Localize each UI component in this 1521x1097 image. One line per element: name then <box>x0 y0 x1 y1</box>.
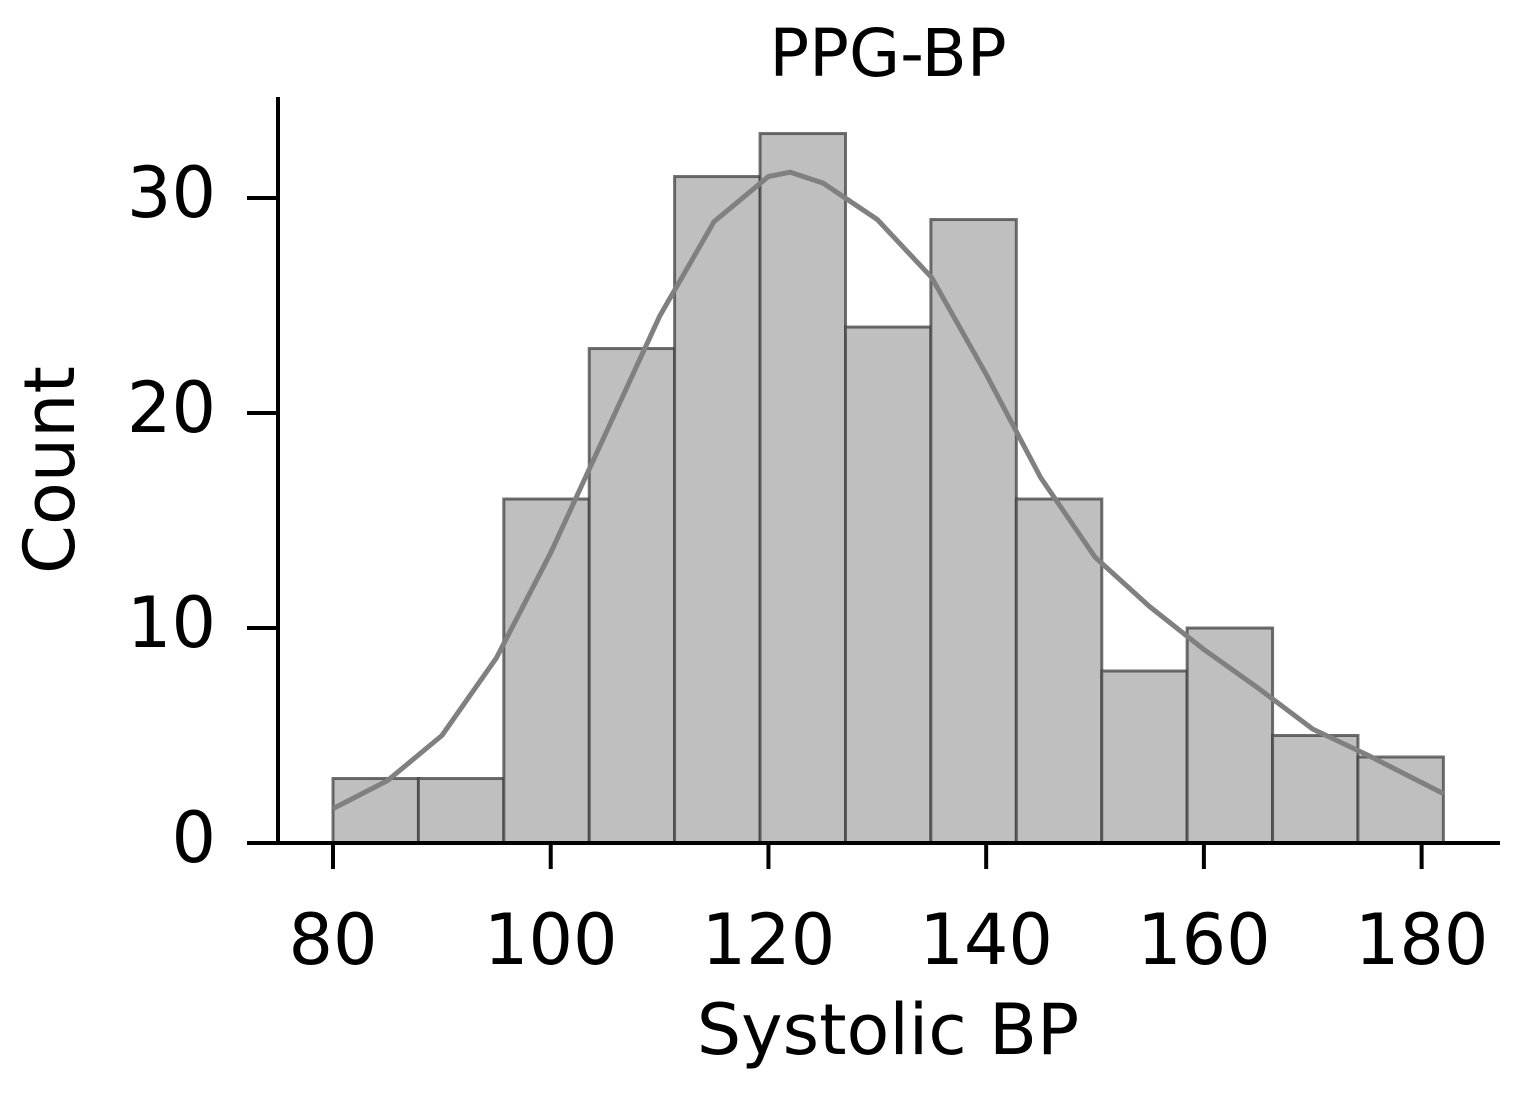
y-tick-label: 0 <box>171 797 216 879</box>
bar <box>587 347 677 845</box>
plot-area <box>331 132 1445 845</box>
chart-title: PPG-BP <box>769 15 1006 92</box>
bar <box>1014 497 1104 845</box>
x-tick-label: 180 <box>1355 899 1489 981</box>
bar <box>1185 626 1275 845</box>
x-tick-label: 100 <box>484 899 618 981</box>
bar <box>1271 734 1360 845</box>
bar <box>1100 669 1189 845</box>
bar <box>416 777 506 845</box>
y-tick-label: 10 <box>127 582 216 664</box>
bar <box>673 175 762 845</box>
y-tick-label: 20 <box>127 367 216 449</box>
y-tick-label: 30 <box>127 152 216 234</box>
x-tick-label: 140 <box>919 899 1053 981</box>
x-axis-label: Systolic BP <box>697 989 1079 1071</box>
x-tick-label: 80 <box>288 899 377 981</box>
bar <box>758 132 848 845</box>
x-tick-label: 120 <box>702 899 836 981</box>
bar <box>844 325 933 845</box>
y-axis-label: Count <box>9 366 91 574</box>
kde-line <box>331 169 1445 811</box>
bar <box>502 497 591 845</box>
bar <box>929 218 1018 845</box>
x-tick-label: 160 <box>1137 899 1271 981</box>
